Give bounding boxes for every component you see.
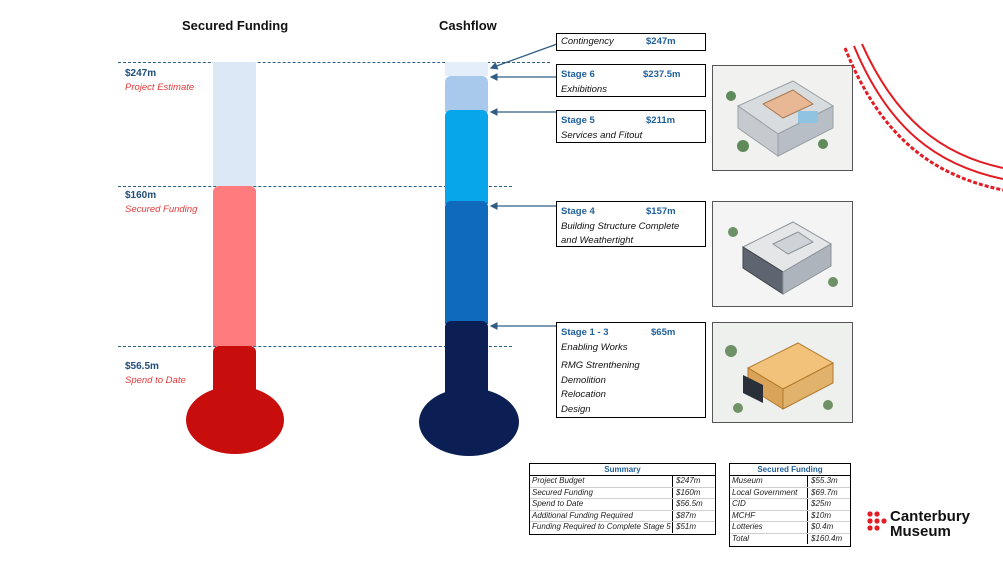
- marker-label: Project Estimate: [125, 82, 195, 93]
- cashflow-bulb: [419, 388, 519, 456]
- row-value: $10m: [807, 510, 850, 521]
- secured-funding-line: [118, 186, 512, 187]
- row-value: $69.7m: [807, 487, 850, 498]
- row-value: $0.4m: [807, 522, 850, 533]
- callout-value: $65m: [651, 327, 676, 338]
- stage4-render-image: [712, 201, 853, 307]
- stage4-callout: Stage 4 $157m Building Structure Complete…: [556, 201, 706, 247]
- row-label: Additional Funding Required: [532, 510, 633, 520]
- row-label: Spend to Date: [532, 499, 584, 508]
- callout-line: Building Structure Complete: [561, 220, 680, 232]
- cashflow-thermometer: [419, 62, 523, 458]
- logo-line2: Museum: [890, 523, 951, 540]
- table-row: Secured Funding $160m: [530, 487, 715, 499]
- row-value: $160m: [672, 487, 715, 498]
- decorative-arcs: [843, 43, 1003, 192]
- table-row: MCHF $10m: [730, 510, 850, 522]
- row-value: $56.5m: [672, 499, 715, 510]
- summary-table: Summary Project Budget $247m Secured Fund…: [529, 463, 716, 535]
- callout-title: Contingency: [561, 36, 614, 47]
- row-label: Secured Funding: [532, 487, 593, 497]
- table-row: Local Government $69.7m: [730, 487, 850, 499]
- table-row: Additional Funding Required $87m: [530, 510, 715, 522]
- row-label: Lotteries: [732, 522, 763, 531]
- table-row: Lotteries $0.4m: [730, 522, 850, 534]
- row-label: Funding Required to Complete Stage 5: [532, 522, 671, 531]
- row-label: Local Government: [732, 487, 798, 497]
- stage5-callout: Stage 5 $211m Services and Fitout: [556, 110, 706, 143]
- callout-value: $247m: [646, 36, 676, 47]
- project-estimate-segment: [213, 62, 256, 186]
- row-label: Total: [732, 533, 750, 543]
- table-row: Project Budget $247m: [530, 476, 715, 488]
- stage6-render-image: [712, 65, 853, 171]
- callout-line: Design: [561, 403, 591, 415]
- table-row: Museum $55.3m: [730, 476, 850, 488]
- marker-amount: $247m: [125, 68, 157, 79]
- secured-bulb: [186, 386, 284, 454]
- secured-table-title: Secured Funding: [730, 464, 850, 476]
- stage4-segment: [445, 201, 488, 324]
- table-row: Total $160.4m: [730, 533, 850, 544]
- callout-line: Demolition: [561, 374, 606, 386]
- row-label: Museum: [732, 476, 763, 485]
- row-label: Project Budget: [532, 476, 585, 485]
- stage6-callout: Stage 6 $237.5m Exhibitions: [556, 64, 706, 97]
- logo-mark-icon: [867, 511, 887, 531]
- callout-line: and Weathertight: [561, 235, 634, 246]
- row-value: $160.4m: [807, 533, 850, 544]
- row-value: $87m: [672, 510, 715, 521]
- spend-to-date-line: [118, 346, 512, 347]
- callout-line: Exhibitions: [561, 83, 607, 95]
- callout-title: Stage 5: [561, 115, 595, 126]
- callout-line: Services and Fitout: [561, 129, 643, 141]
- row-label: MCHF: [732, 510, 756, 520]
- secured-funding-segment: [213, 186, 256, 346]
- table-row: Funding Required to Complete Stage 5 $51m: [530, 522, 715, 533]
- row-value: $25m: [807, 499, 850, 510]
- callout-title: Stage 6: [561, 69, 595, 80]
- contingency-segment: [445, 62, 488, 76]
- marker-project-estimate: $247m Project Estimate: [125, 68, 194, 93]
- callout-value: $211m: [646, 115, 676, 126]
- row-value: $247m: [672, 476, 715, 487]
- summary-title: Summary: [530, 464, 715, 476]
- marker-spend-to-date: $56.5m Spend to Date: [125, 361, 186, 386]
- marker-label: Spend to Date: [125, 375, 186, 386]
- marker-amount: $56.5m: [125, 361, 159, 372]
- secured-funding-heading: Secured Funding: [182, 18, 289, 33]
- callout-title: Stage 1 - 3: [561, 327, 609, 338]
- logo-line1: Canterbury: [890, 508, 971, 525]
- secured-funding-thermometer: [186, 62, 286, 454]
- stage5-segment: [445, 110, 488, 204]
- callout-arrows: [489, 43, 558, 330]
- callout-value: $157m: [646, 206, 676, 217]
- row-value: $55.3m: [807, 476, 850, 487]
- stage1-3-callout: Stage 1 - 3 $65m Enabling Works RMG Stren…: [556, 322, 706, 418]
- stage6-segment: [445, 76, 488, 112]
- callout-line: RMG Strenthening: [561, 360, 640, 371]
- contingency-arrow: [489, 43, 558, 70]
- contingency-callout: Contingency $247m: [556, 33, 706, 51]
- project-estimate-line: [118, 62, 550, 63]
- callout-line: Enabling Works: [561, 341, 628, 353]
- cashflow-heading: Cashflow: [439, 18, 497, 33]
- marker-amount: $160m: [125, 190, 157, 201]
- row-value: $51m: [672, 522, 715, 533]
- table-row: Spend to Date $56.5m: [530, 499, 715, 511]
- secured-funding-table: Secured Funding Museum $55.3m Local Gover…: [729, 463, 851, 547]
- table-row: CID $25m: [730, 499, 850, 511]
- callout-title: Stage 4: [561, 206, 595, 217]
- stage1-3-render-image: [712, 322, 853, 423]
- marker-secured-funding: $160m Secured Funding: [125, 190, 197, 215]
- callout-line: Relocation: [561, 389, 606, 400]
- marker-label: Secured Funding: [125, 204, 198, 215]
- callout-value: $237.5m: [643, 69, 681, 80]
- row-label: CID: [732, 499, 746, 508]
